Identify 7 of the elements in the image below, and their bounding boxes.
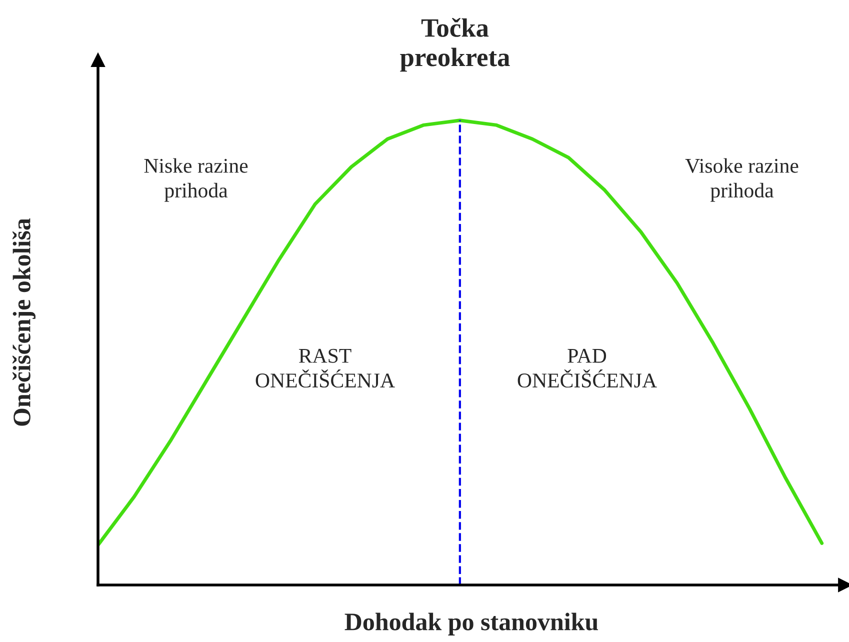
y-axis-title: Onečišćenje okoliša [12,218,36,426]
chart-title: Točka preokreta [400,18,510,72]
annotation: PAD ONEČIŠĆENJA [518,348,657,388]
annotation: Niske razine prihoda [144,158,248,202]
annotation: RAST ONEČIŠĆENJA [256,348,395,388]
annotation: Visoke razine prihoda [685,158,798,202]
x-axis-title: Dohodak po stanovniku [344,612,598,636]
